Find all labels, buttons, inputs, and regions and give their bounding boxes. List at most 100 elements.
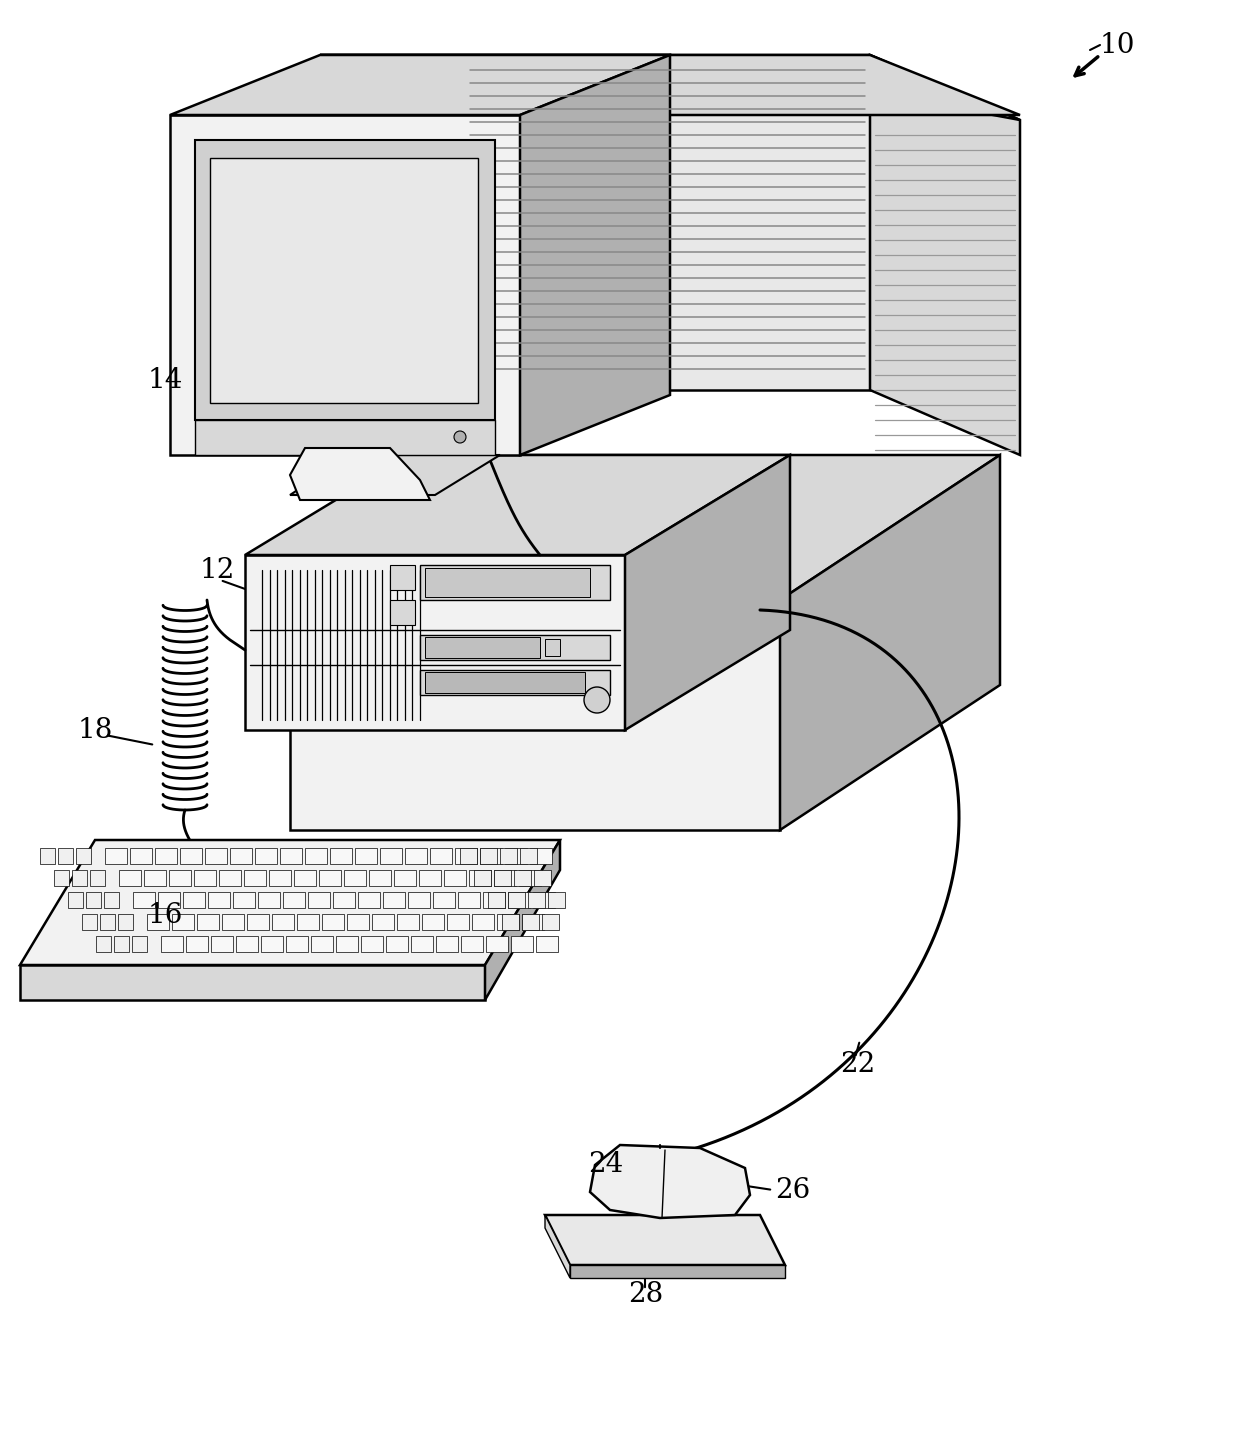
Polygon shape <box>258 892 280 908</box>
Polygon shape <box>100 914 115 930</box>
Polygon shape <box>460 847 477 863</box>
Polygon shape <box>425 672 585 694</box>
Polygon shape <box>546 638 560 656</box>
Polygon shape <box>405 847 427 863</box>
Text: 14: 14 <box>148 367 184 393</box>
Polygon shape <box>40 847 55 863</box>
Polygon shape <box>20 965 485 1000</box>
Polygon shape <box>283 892 305 908</box>
Polygon shape <box>355 847 377 863</box>
Polygon shape <box>433 892 455 908</box>
Polygon shape <box>534 871 551 887</box>
Polygon shape <box>280 847 303 863</box>
Polygon shape <box>114 936 129 952</box>
Polygon shape <box>246 554 625 730</box>
Polygon shape <box>330 847 352 863</box>
Polygon shape <box>420 636 610 660</box>
Polygon shape <box>244 871 267 887</box>
Polygon shape <box>489 892 505 908</box>
Polygon shape <box>508 892 529 908</box>
Polygon shape <box>193 871 216 887</box>
Polygon shape <box>72 871 87 887</box>
Polygon shape <box>522 914 539 930</box>
Polygon shape <box>372 914 394 930</box>
Polygon shape <box>311 936 334 952</box>
Polygon shape <box>229 847 252 863</box>
Text: 16: 16 <box>148 901 184 929</box>
Polygon shape <box>205 847 227 863</box>
Polygon shape <box>528 892 546 908</box>
Polygon shape <box>522 914 544 930</box>
Polygon shape <box>105 847 126 863</box>
Polygon shape <box>494 871 516 887</box>
Polygon shape <box>233 892 255 908</box>
Polygon shape <box>397 914 419 930</box>
Polygon shape <box>386 936 408 952</box>
Polygon shape <box>480 847 502 863</box>
Polygon shape <box>290 448 430 501</box>
Polygon shape <box>361 936 383 952</box>
Polygon shape <box>461 936 484 952</box>
Text: 26: 26 <box>775 1177 810 1203</box>
Polygon shape <box>379 847 402 863</box>
Circle shape <box>584 686 610 712</box>
Polygon shape <box>95 936 112 952</box>
Polygon shape <box>780 456 999 830</box>
Polygon shape <box>322 914 343 930</box>
Polygon shape <box>119 871 141 887</box>
Polygon shape <box>161 936 184 952</box>
Text: 18: 18 <box>78 717 113 743</box>
Polygon shape <box>358 892 379 908</box>
Polygon shape <box>546 1214 785 1265</box>
Polygon shape <box>370 871 391 887</box>
Polygon shape <box>320 55 1021 120</box>
Polygon shape <box>247 914 269 930</box>
Polygon shape <box>210 158 477 403</box>
Polygon shape <box>425 637 539 657</box>
Polygon shape <box>625 456 790 730</box>
Polygon shape <box>536 936 558 952</box>
Polygon shape <box>505 847 527 863</box>
Polygon shape <box>425 567 590 596</box>
Polygon shape <box>20 840 560 965</box>
Polygon shape <box>298 914 319 930</box>
Polygon shape <box>455 847 477 863</box>
Polygon shape <box>208 892 229 908</box>
Polygon shape <box>529 847 552 863</box>
Polygon shape <box>458 892 480 908</box>
Polygon shape <box>260 936 283 952</box>
Polygon shape <box>91 871 105 887</box>
Polygon shape <box>444 871 466 887</box>
Polygon shape <box>195 139 495 419</box>
Polygon shape <box>169 871 191 887</box>
Polygon shape <box>320 55 1021 115</box>
Polygon shape <box>55 871 69 887</box>
Polygon shape <box>465 55 870 390</box>
Polygon shape <box>486 936 508 952</box>
Polygon shape <box>305 847 327 863</box>
Polygon shape <box>211 936 233 952</box>
Polygon shape <box>408 892 430 908</box>
Polygon shape <box>436 936 458 952</box>
Text: 28: 28 <box>627 1281 663 1309</box>
Polygon shape <box>255 847 277 863</box>
Polygon shape <box>430 847 453 863</box>
Polygon shape <box>480 847 497 863</box>
Polygon shape <box>420 564 610 601</box>
Polygon shape <box>533 892 556 908</box>
Polygon shape <box>472 914 494 930</box>
Polygon shape <box>184 892 205 908</box>
Polygon shape <box>494 871 511 887</box>
Polygon shape <box>497 914 520 930</box>
Polygon shape <box>236 936 258 952</box>
Polygon shape <box>290 456 500 495</box>
Polygon shape <box>420 670 610 695</box>
Polygon shape <box>286 936 308 952</box>
Polygon shape <box>133 892 155 908</box>
Polygon shape <box>246 456 790 554</box>
Text: 22: 22 <box>839 1052 875 1078</box>
Polygon shape <box>155 847 177 863</box>
Polygon shape <box>68 892 83 908</box>
Polygon shape <box>511 936 533 952</box>
Polygon shape <box>419 871 441 887</box>
